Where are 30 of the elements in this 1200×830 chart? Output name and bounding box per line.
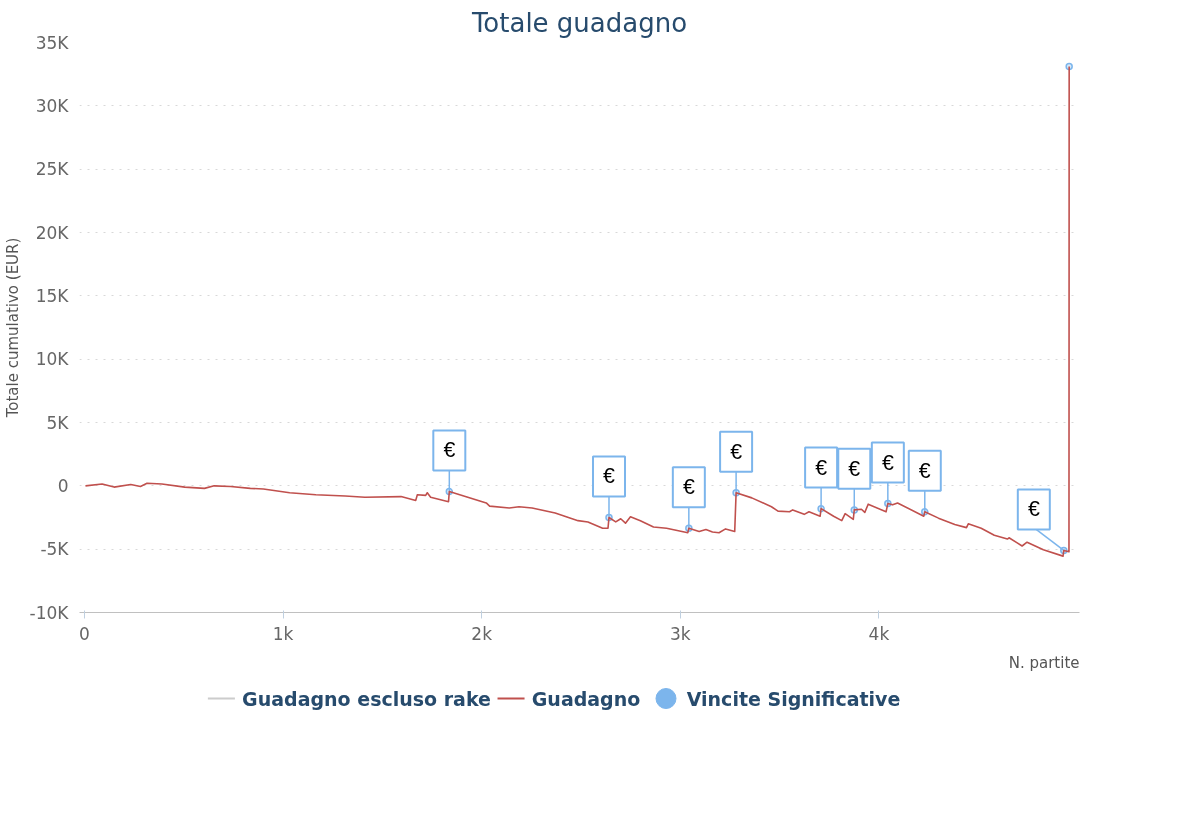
y-tick-label: -5K xyxy=(40,539,70,560)
x-tick-label: 4k xyxy=(868,623,890,644)
chart-title: Totale guadagno xyxy=(470,7,688,38)
y-axis-title: Totale cumulativo (EUR) xyxy=(3,237,22,419)
legend-label: Guadagno escluso rake xyxy=(242,687,491,710)
y-tick-label: -10K xyxy=(29,602,70,623)
data-label: € xyxy=(682,475,695,500)
x-tick-label: 1k xyxy=(272,623,294,644)
data-label: € xyxy=(848,456,861,481)
x-axis-title: N. partite xyxy=(1008,653,1080,672)
y-tick-label: 20K xyxy=(35,222,70,243)
y-tick-label: 0 xyxy=(57,475,69,496)
data-label: € xyxy=(815,455,828,480)
data-label: € xyxy=(1027,497,1040,522)
data-label: € xyxy=(603,464,616,489)
data-label: € xyxy=(730,439,743,464)
y-tick-label: 5K xyxy=(46,412,70,433)
data-label: € xyxy=(443,438,456,463)
y-tick-label: 15K xyxy=(35,285,70,306)
y-tick-label: 30K xyxy=(35,95,70,116)
data-label: € xyxy=(881,450,894,475)
x-tick-label: 2k xyxy=(471,623,493,644)
x-tick-label: 0 xyxy=(79,623,90,644)
y-tick-label: 25K xyxy=(35,159,70,180)
data-label: € xyxy=(918,458,931,483)
legend-label: Vincite Significative xyxy=(686,687,901,710)
x-tick-label: 3k xyxy=(669,623,691,644)
legend-label: Guadagno xyxy=(531,687,641,710)
y-tick-label: 35K xyxy=(35,32,70,53)
y-tick-label: 10K xyxy=(35,349,70,370)
